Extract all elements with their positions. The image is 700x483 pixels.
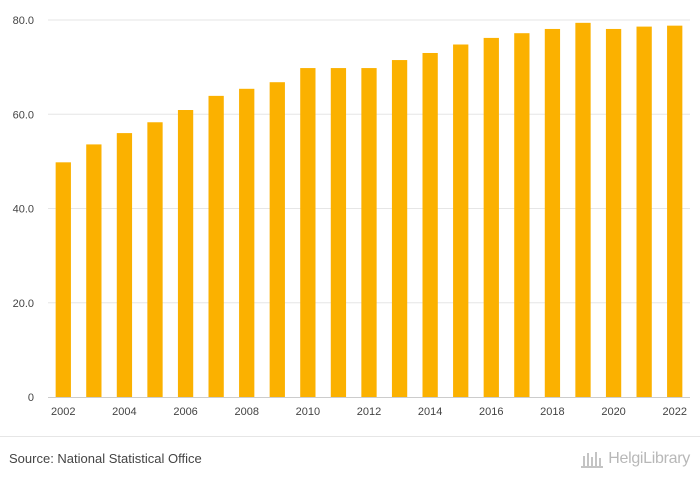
x-tick-label: 2010 bbox=[296, 406, 320, 418]
y-tick-label: 20.0 bbox=[13, 298, 34, 310]
library-icon bbox=[581, 452, 604, 468]
y-axis-labels: 0 20.0 40.0 60.0 80.0 bbox=[13, 15, 34, 404]
bar-2022[interactable] bbox=[667, 25, 683, 398]
x-tick-label: 2020 bbox=[601, 406, 625, 418]
y-tick-label: 80.0 bbox=[13, 15, 34, 27]
bar-2012[interactable] bbox=[361, 68, 377, 397]
bar-2018[interactable] bbox=[544, 28, 561, 398]
x-axis-labels: 2002 2004 2006 2008 2010 2012 2014 2016 2018 2020… bbox=[51, 406, 687, 418]
bar-2014[interactable] bbox=[422, 52, 438, 398]
brand-logo[interactable]: HelgiLibrary bbox=[580, 447, 690, 471]
x-tick-label: 2002 bbox=[51, 406, 75, 418]
bar-2005[interactable] bbox=[147, 122, 163, 397]
x-tick-label: 2006 bbox=[173, 406, 197, 418]
bar-2010[interactable] bbox=[300, 68, 316, 397]
bar-2008[interactable] bbox=[239, 88, 255, 398]
bar-2006[interactable] bbox=[177, 110, 194, 397]
footer: Source: National Statistical Office Helg… bbox=[0, 436, 700, 483]
bar-2021[interactable] bbox=[636, 26, 652, 397]
x-tick-label: 2008 bbox=[234, 406, 258, 418]
bar-2004[interactable] bbox=[116, 133, 133, 397]
bar-2016[interactable] bbox=[483, 37, 499, 397]
bar-2013[interactable] bbox=[391, 60, 408, 398]
x-tick-label: 2018 bbox=[540, 406, 564, 418]
x-tick-label: 2014 bbox=[418, 406, 442, 418]
y-tick-label: 0 bbox=[28, 392, 34, 404]
bar-2020[interactable] bbox=[605, 28, 622, 398]
brand-name: HelgiLibrary bbox=[608, 450, 690, 467]
bar-2007[interactable] bbox=[208, 95, 224, 397]
x-tick-label: 2016 bbox=[479, 406, 503, 418]
bar-2019[interactable] bbox=[575, 22, 591, 397]
x-tick-label: 2004 bbox=[112, 406, 136, 418]
bar-2017[interactable] bbox=[514, 33, 530, 397]
bar-2011[interactable] bbox=[330, 68, 347, 397]
y-tick-label: 60.0 bbox=[13, 109, 34, 121]
bar-2009[interactable] bbox=[269, 82, 285, 397]
bar-2002[interactable] bbox=[55, 162, 71, 397]
x-tick-label: 2022 bbox=[662, 406, 686, 418]
x-tick-label: 2012 bbox=[357, 406, 381, 418]
y-tick-label: 40.0 bbox=[13, 204, 34, 216]
bar-2003[interactable] bbox=[86, 144, 102, 397]
bars bbox=[55, 22, 683, 398]
bar-chart: 020.040.060.080.0 2002 2004 2006 2008 2010 20… bbox=[13, 15, 690, 418]
bar-2015[interactable] bbox=[453, 44, 469, 397]
source-text: Source: National Statistical Office bbox=[9, 451, 202, 466]
